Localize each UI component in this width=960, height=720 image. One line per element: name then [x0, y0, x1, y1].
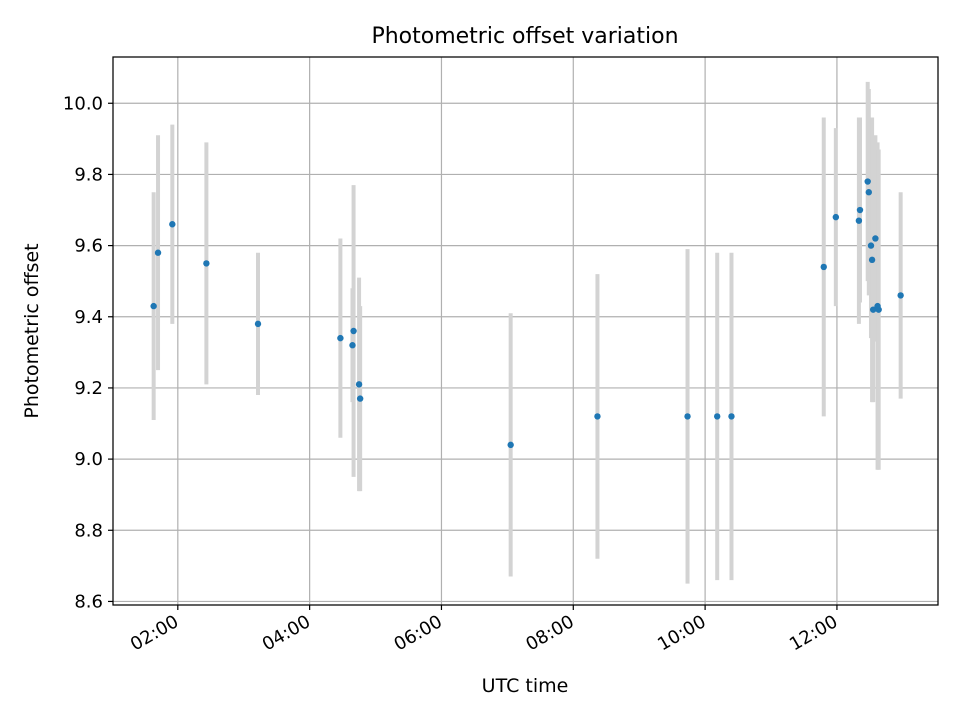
- data-point: [869, 306, 877, 313]
- data-point: [150, 302, 157, 310]
- data-point: [356, 395, 364, 402]
- data-point: [872, 235, 879, 242]
- y-tick-label: 9.6: [74, 236, 103, 257]
- data-point: [856, 206, 864, 214]
- data-point: [867, 242, 875, 249]
- data-point: [169, 221, 176, 228]
- data-point: [865, 189, 872, 196]
- data-point: [868, 256, 876, 264]
- y-tick-label: 8.6: [74, 591, 103, 612]
- data-point: [897, 292, 904, 299]
- y-axis-ticks: 8.6 8.8 9.0 9.2 9.4 9.6 9.8 10.0: [63, 93, 113, 612]
- data-point: [820, 263, 827, 271]
- y-tick-label: 8.8: [74, 520, 103, 541]
- data-point: [713, 413, 721, 420]
- y-tick-label: 9.8: [74, 164, 103, 185]
- data-point: [355, 381, 363, 388]
- y-tick-label: 9.0: [74, 449, 103, 470]
- data-point: [832, 213, 840, 221]
- data-point: [507, 441, 514, 449]
- x-axis-label: UTC time: [482, 675, 569, 697]
- data-point: [350, 327, 357, 335]
- data-points: [150, 178, 904, 449]
- data-point: [594, 413, 601, 420]
- data-point: [864, 178, 871, 185]
- y-tick-label: 9.4: [74, 307, 103, 328]
- data-point: [855, 217, 863, 224]
- plot-frame: [112, 56, 939, 606]
- data-point: [154, 249, 162, 256]
- data-point: [203, 260, 210, 267]
- data-point: [684, 413, 691, 420]
- y-axis-label: Photometric offset: [21, 243, 43, 418]
- data-point: [349, 342, 356, 349]
- y-tick-label: 9.2: [74, 378, 103, 399]
- data-point: [728, 413, 735, 420]
- data-point: [254, 320, 262, 328]
- y-tick-label: 10.0: [63, 93, 103, 114]
- data-point: [875, 306, 882, 313]
- data-point: [337, 334, 344, 342]
- chart-title: Photometric offset variation: [371, 24, 678, 49]
